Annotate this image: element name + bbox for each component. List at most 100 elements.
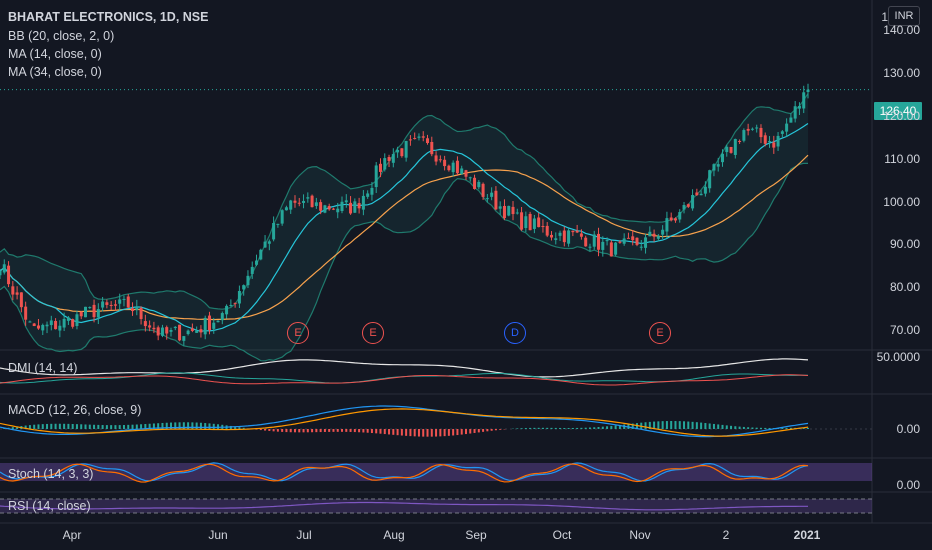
macd-histogram-bar <box>135 424 138 429</box>
macd-histogram-bar <box>580 427 583 429</box>
macd-histogram-bar <box>140 424 143 429</box>
macd-histogram-bar <box>75 424 78 429</box>
candle-body <box>357 203 361 209</box>
earnings-event-icon[interactable]: E <box>362 322 384 344</box>
ma14-indicator-label[interactable]: MA (14, close, 0) <box>8 47 102 61</box>
dmi-label[interactable]: DMI (14, 14) <box>8 361 78 375</box>
time-axis-tick: Sep <box>465 528 487 542</box>
candle-body <box>451 162 455 173</box>
macd-histogram-bar <box>464 429 467 435</box>
macd-histogram-bar <box>238 427 241 429</box>
candle-body <box>648 231 652 237</box>
dividend-event-icon[interactable]: D <box>504 322 526 344</box>
candle-body <box>768 141 772 143</box>
price-axis-tick: 100.00 <box>883 194 920 209</box>
candle-body <box>24 306 28 320</box>
candle-body <box>289 200 293 210</box>
candle-body <box>759 127 763 138</box>
rsi-band <box>0 499 872 513</box>
macd-histogram-bar <box>122 424 125 429</box>
candle-body <box>554 238 558 240</box>
bollinger-upper-line <box>0 93 809 310</box>
candle-body <box>276 223 280 225</box>
candle-body <box>272 223 276 240</box>
macd-histogram-bar <box>144 424 147 429</box>
rsi-label[interactable]: RSI (14, close) <box>8 499 91 513</box>
candle-body <box>609 242 613 257</box>
candle-body <box>639 246 643 248</box>
candle-body <box>71 319 75 327</box>
candle-body <box>152 327 156 330</box>
macd-histogram-bar <box>71 423 74 429</box>
candle-body <box>203 317 207 335</box>
macd-histogram-bar <box>588 427 591 429</box>
ma34-indicator-label[interactable]: MA (34, close, 0) <box>8 65 102 79</box>
macd-histogram-bar <box>747 427 750 429</box>
candle-body <box>797 105 801 109</box>
price-axis-tick: 130.00 <box>883 66 920 81</box>
candle-body <box>319 202 323 211</box>
stoch-label[interactable]: Stoch (14, 3, 3) <box>8 467 94 481</box>
macd-histogram-bar <box>63 423 66 429</box>
macd-histogram-bar <box>631 423 634 429</box>
macd-histogram-bar <box>400 429 403 436</box>
macd-axis-tick: 0.00 <box>896 422 920 436</box>
macd-histogram-bar <box>315 429 318 433</box>
candle-body <box>644 237 648 248</box>
candle-body <box>532 218 536 229</box>
macd-histogram-bar <box>717 424 720 429</box>
candle-body <box>122 298 126 300</box>
candle-body <box>515 212 519 214</box>
candle-body <box>464 170 468 177</box>
stoch-axis-tick: 0.00 <box>896 478 920 492</box>
candle-body <box>720 153 724 163</box>
bb-indicator-label[interactable]: BB (20, close, 2, 0) <box>8 29 115 43</box>
bollinger-band-fill <box>0 93 808 361</box>
macd-histogram-bar <box>764 427 767 429</box>
candle-body <box>558 232 562 236</box>
earnings-event-icon[interactable]: E <box>287 322 309 344</box>
macd-histogram-bar <box>366 429 369 433</box>
symbol-title[interactable]: BHARAT ELECTRONICS, 1D, NSE <box>8 10 209 24</box>
candle-body <box>88 307 92 309</box>
candle-body <box>404 140 408 158</box>
macd-histogram-bar <box>751 427 754 429</box>
candle-body <box>284 207 288 211</box>
candle-body <box>340 201 344 212</box>
macd-histogram-bar <box>101 425 104 429</box>
candle-body <box>802 92 806 109</box>
candle-body <box>361 195 365 210</box>
candle-body <box>79 311 83 317</box>
macd-histogram-bar <box>375 429 378 434</box>
macd-histogram-bar <box>759 427 762 429</box>
candle-body <box>678 212 682 220</box>
candle-body <box>280 210 284 224</box>
currency-badge[interactable]: INR <box>888 6 920 26</box>
candle-body <box>370 187 374 195</box>
macd-histogram-bar <box>738 426 741 429</box>
macd-histogram-bar <box>708 423 711 429</box>
candle-body <box>686 204 690 207</box>
macd-histogram-bar <box>516 428 519 429</box>
macd-histogram-bar <box>67 423 70 429</box>
macd-histogram-bar <box>174 422 177 429</box>
macd-label[interactable]: MACD (12, 26, close, 9) <box>8 403 142 417</box>
candle-body <box>297 202 301 204</box>
candle-body <box>160 327 164 336</box>
candle-body <box>310 195 314 208</box>
candle-body <box>571 230 575 233</box>
ma14-line <box>0 123 809 332</box>
candle-body <box>32 323 36 327</box>
macd-histogram-bar <box>670 421 673 429</box>
candle-body <box>190 328 194 331</box>
candle-body <box>237 290 241 304</box>
macd-histogram-bar <box>486 429 489 432</box>
candle-body <box>793 106 797 119</box>
candle-body <box>212 322 216 329</box>
macd-histogram-bar <box>439 429 442 437</box>
earnings-event-icon[interactable]: E <box>649 322 671 344</box>
macd-histogram-bar <box>281 429 284 432</box>
candle-body <box>789 117 793 123</box>
macd-histogram-bar <box>742 426 745 429</box>
